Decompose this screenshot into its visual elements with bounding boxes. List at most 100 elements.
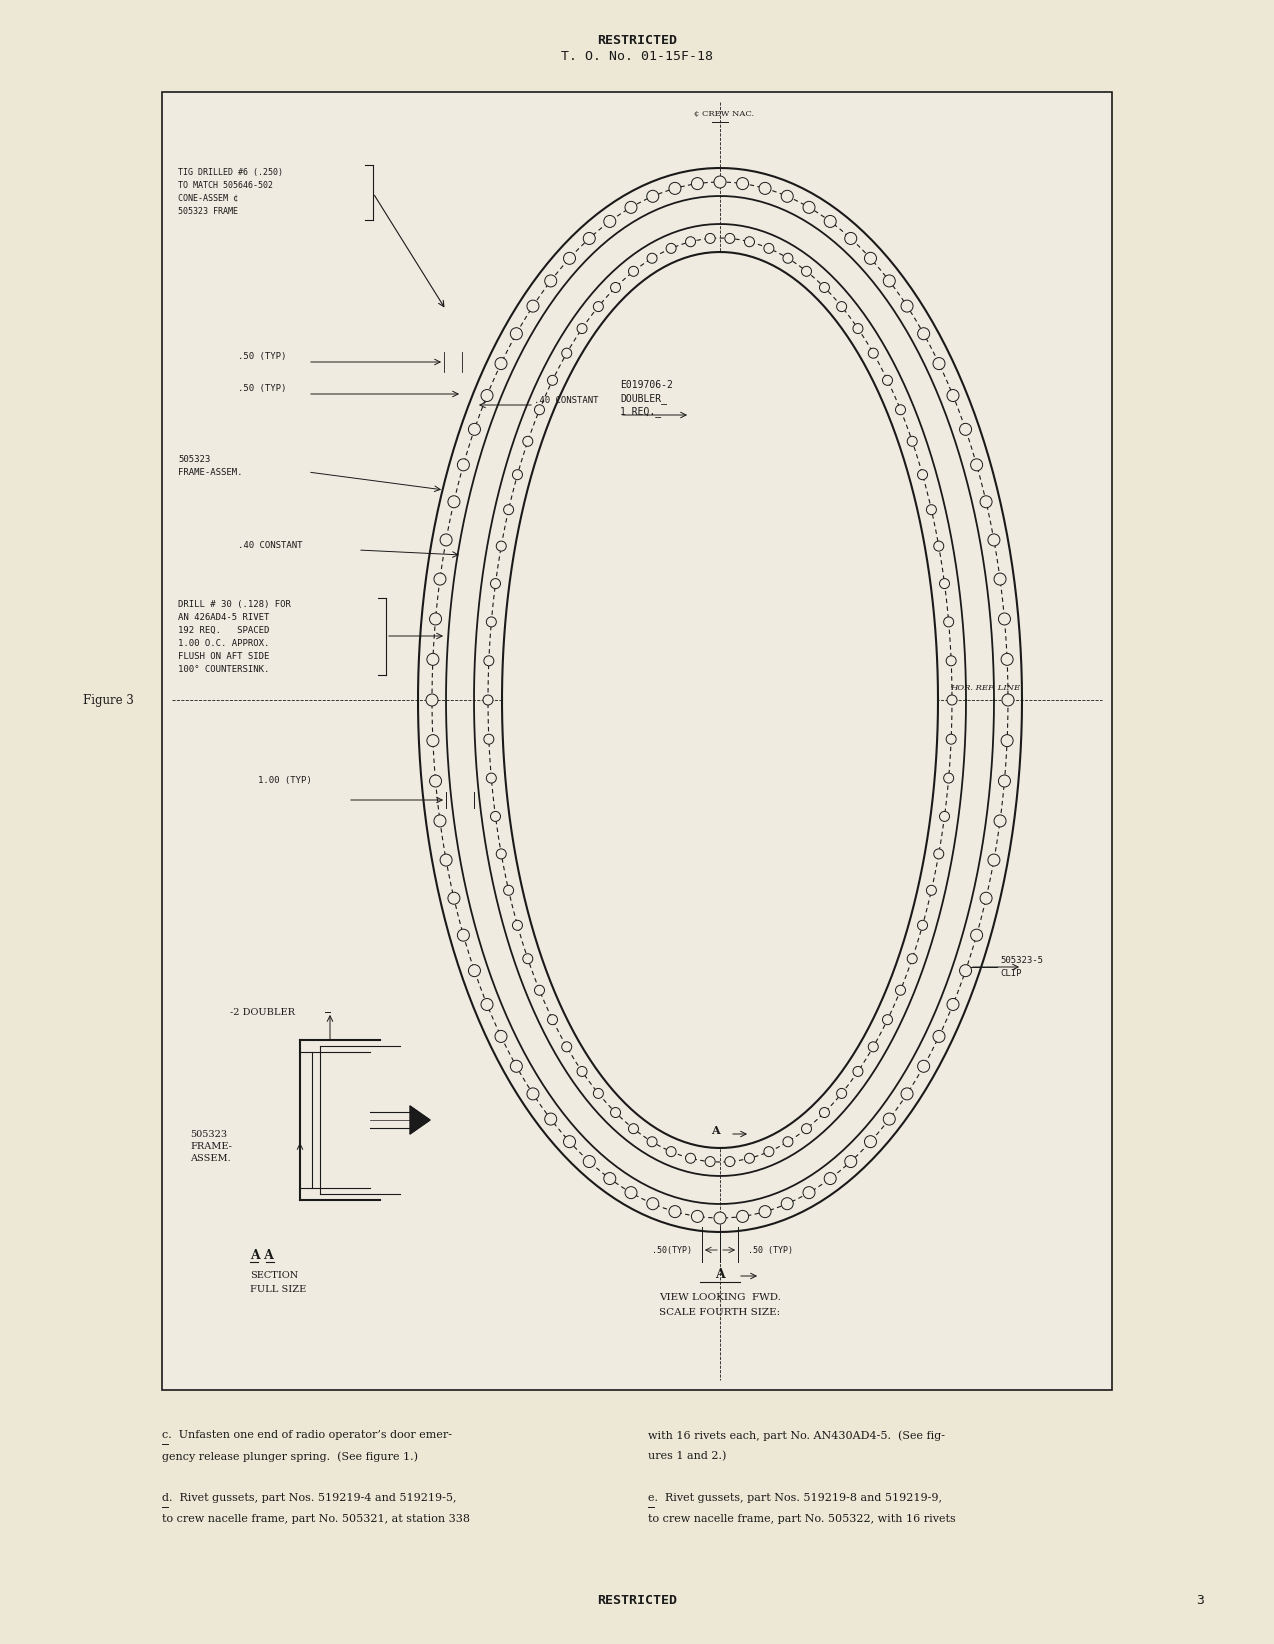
- Text: TO MATCH 505646-502: TO MATCH 505646-502: [178, 181, 273, 191]
- Circle shape: [939, 812, 949, 822]
- Circle shape: [583, 232, 595, 245]
- Circle shape: [626, 1187, 637, 1198]
- Circle shape: [947, 695, 957, 705]
- Text: A A: A A: [250, 1248, 274, 1261]
- Circle shape: [784, 253, 792, 263]
- Circle shape: [628, 266, 638, 276]
- Circle shape: [503, 886, 513, 896]
- Circle shape: [628, 1124, 638, 1134]
- Circle shape: [685, 237, 696, 247]
- Circle shape: [764, 1146, 773, 1157]
- Circle shape: [426, 694, 438, 705]
- Text: AN 426AD4-5 RIVET: AN 426AD4-5 RIVET: [178, 613, 269, 621]
- Circle shape: [933, 1031, 945, 1042]
- Circle shape: [512, 921, 522, 931]
- Text: SECTION: SECTION: [250, 1271, 298, 1279]
- Polygon shape: [418, 168, 1022, 1231]
- Circle shape: [490, 579, 501, 589]
- Circle shape: [705, 1157, 715, 1167]
- Circle shape: [865, 1136, 877, 1148]
- Text: to crew nacelle frame, part No. 505321, at station 338: to crew nacelle frame, part No. 505321, …: [162, 1514, 470, 1524]
- Circle shape: [427, 653, 438, 666]
- Text: gency release plunger spring.  (See figure 1.): gency release plunger spring. (See figur…: [162, 1452, 418, 1462]
- Text: DRILL # 30 (.128) FOR: DRILL # 30 (.128) FOR: [178, 600, 290, 608]
- Circle shape: [487, 773, 497, 783]
- Circle shape: [496, 358, 507, 370]
- Circle shape: [577, 324, 587, 334]
- Circle shape: [482, 998, 493, 1011]
- Circle shape: [944, 616, 954, 626]
- Circle shape: [522, 436, 533, 446]
- Circle shape: [497, 541, 506, 551]
- Circle shape: [883, 375, 893, 385]
- Circle shape: [545, 1113, 557, 1124]
- Text: .40 CONSTANT: .40 CONSTANT: [238, 541, 302, 549]
- Text: .50(TYP): .50(TYP): [652, 1246, 692, 1254]
- Circle shape: [917, 1060, 930, 1072]
- Circle shape: [604, 215, 615, 227]
- Circle shape: [854, 324, 862, 334]
- Circle shape: [980, 893, 992, 904]
- Circle shape: [947, 390, 959, 401]
- Circle shape: [759, 182, 771, 194]
- Circle shape: [482, 390, 493, 401]
- Circle shape: [563, 252, 576, 265]
- Circle shape: [448, 496, 460, 508]
- Circle shape: [883, 1014, 893, 1024]
- Circle shape: [545, 275, 557, 288]
- Circle shape: [527, 1088, 539, 1100]
- Text: 1 REQ._: 1 REQ._: [620, 406, 661, 418]
- Circle shape: [484, 735, 494, 745]
- Circle shape: [933, 358, 945, 370]
- Circle shape: [801, 1124, 812, 1134]
- Text: 505323 FRAME: 505323 FRAME: [178, 207, 238, 215]
- Circle shape: [610, 283, 620, 293]
- Text: ures 1 and 2.): ures 1 and 2.): [648, 1452, 726, 1462]
- Circle shape: [803, 201, 815, 214]
- Circle shape: [999, 774, 1010, 787]
- Circle shape: [959, 424, 972, 436]
- Text: 192 REQ.   SPACED: 192 REQ. SPACED: [178, 626, 269, 635]
- Text: HOR. REF. LINE: HOR. REF. LINE: [950, 684, 1020, 692]
- Circle shape: [744, 1152, 754, 1164]
- Text: d.  Rivet gussets, part Nos. 519219-4 and 519219-5,: d. Rivet gussets, part Nos. 519219-4 and…: [162, 1493, 456, 1503]
- Circle shape: [845, 232, 856, 245]
- Text: e.  Rivet gussets, part Nos. 519219-8 and 519219-9,: e. Rivet gussets, part Nos. 519219-8 and…: [648, 1493, 941, 1503]
- Circle shape: [548, 375, 558, 385]
- Text: with 16 rivets each, part No. AN430AD4-5.  (See fig-: with 16 rivets each, part No. AN430AD4-5…: [648, 1430, 945, 1440]
- Circle shape: [999, 613, 1010, 625]
- Circle shape: [685, 1152, 696, 1164]
- Circle shape: [497, 848, 506, 858]
- Circle shape: [845, 1156, 856, 1167]
- Text: FULL SIZE: FULL SIZE: [250, 1284, 306, 1294]
- Circle shape: [1001, 735, 1013, 746]
- Circle shape: [647, 1198, 659, 1210]
- Text: SCALE FOURTH SIZE:: SCALE FOURTH SIZE:: [660, 1307, 781, 1317]
- Text: CONE-ASSEM ¢: CONE-ASSEM ¢: [178, 194, 238, 202]
- Circle shape: [434, 574, 446, 585]
- Circle shape: [917, 921, 927, 931]
- Text: 3: 3: [1196, 1593, 1204, 1606]
- Circle shape: [944, 773, 954, 783]
- Circle shape: [563, 1136, 576, 1148]
- Circle shape: [692, 1210, 703, 1223]
- Text: FLUSH ON AFT SIDE: FLUSH ON AFT SIDE: [178, 653, 269, 661]
- Circle shape: [713, 176, 726, 187]
- Circle shape: [429, 774, 442, 787]
- Text: .50 (TYP): .50 (TYP): [748, 1246, 792, 1254]
- Circle shape: [837, 1088, 847, 1098]
- Circle shape: [484, 656, 494, 666]
- Circle shape: [865, 252, 877, 265]
- Circle shape: [854, 1067, 862, 1077]
- Circle shape: [666, 243, 676, 253]
- Text: VIEW LOOKING  FWD.: VIEW LOOKING FWD.: [659, 1292, 781, 1302]
- Circle shape: [647, 1136, 657, 1148]
- Circle shape: [487, 616, 497, 626]
- Text: A: A: [711, 1124, 720, 1136]
- Circle shape: [725, 233, 735, 243]
- Circle shape: [934, 541, 944, 551]
- Text: .40 CONSTANT: .40 CONSTANT: [534, 396, 599, 404]
- Circle shape: [511, 1060, 522, 1072]
- Circle shape: [883, 1113, 896, 1124]
- Text: 1.00 (TYP): 1.00 (TYP): [259, 776, 312, 784]
